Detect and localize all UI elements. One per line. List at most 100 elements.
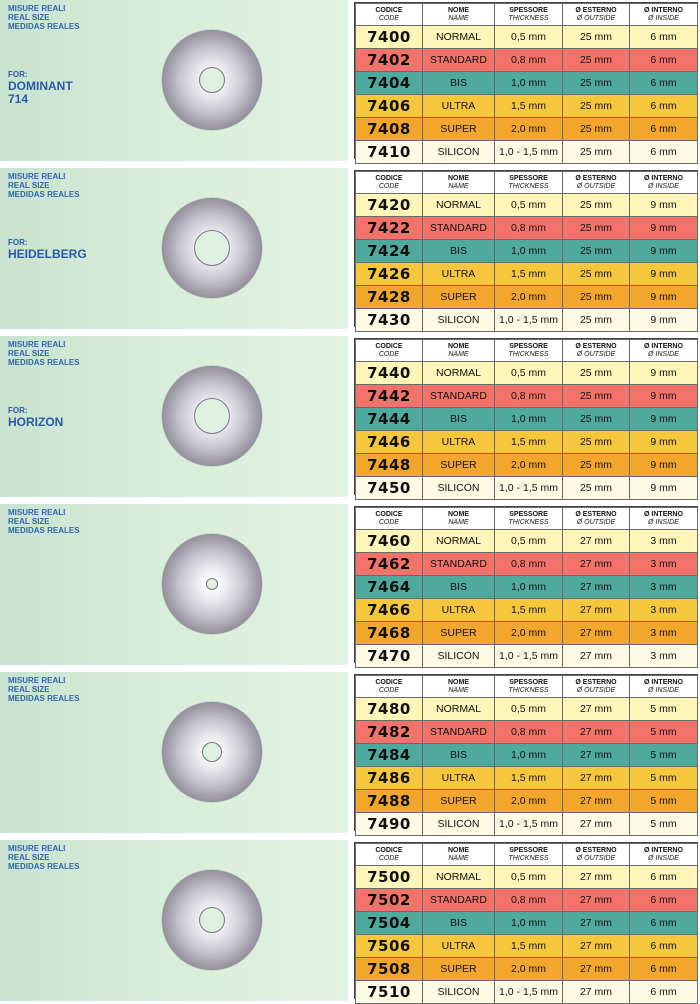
- table-row: 7508 SUPER 2,0 mm 27 mm 6 mm: [355, 957, 698, 981]
- outside-diameter: 25 mm: [562, 308, 630, 332]
- column-header: NOME NAME: [422, 507, 495, 530]
- inside-diameter: 9 mm: [629, 476, 698, 500]
- outside-diameter: 27 mm: [562, 743, 630, 767]
- outside-diameter: 25 mm: [562, 94, 630, 118]
- column-header: NOME NAME: [422, 3, 495, 26]
- product-code: 7402: [355, 48, 423, 72]
- column-header-translation: Ø INSIDE: [648, 854, 679, 862]
- inside-diameter: 6 mm: [629, 865, 698, 889]
- real-size-panel: MISURE REALI REAL SIZE MEDIDAS REALES: [0, 504, 348, 665]
- product-name: SUPER: [422, 453, 495, 477]
- column-header-translation: Ø INSIDE: [648, 14, 679, 22]
- column-header-translation: THICKNESS: [508, 182, 549, 190]
- column-header: Ø ESTERNO Ø OUTSIDE: [562, 843, 630, 866]
- machine-label: FOR: HORIZON: [8, 406, 63, 429]
- product-name: SUPER: [422, 285, 495, 309]
- column-header-label: NOME: [448, 510, 469, 518]
- inside-diameter: 6 mm: [629, 911, 698, 935]
- disc-center-hole: [194, 398, 230, 434]
- column-header: NOME NAME: [422, 171, 495, 194]
- product-name: SUPER: [422, 789, 495, 813]
- column-header: Ø ESTERNO Ø OUTSIDE: [562, 675, 630, 698]
- table-row: 7430 SILICON 1,0 - 1,5 mm 25 mm 9 mm: [355, 308, 698, 332]
- real-size-label: MEDIDAS REALES: [8, 22, 80, 31]
- spec-table: CODICE CODE NOME NAME SPESSORE THICKNESS Ø EST…: [355, 507, 698, 668]
- product-name: ULTRA: [422, 934, 495, 958]
- real-size-panel: MISURE REALI REAL SIZE MEDIDAS REALES FOR: H…: [0, 336, 348, 497]
- real-size-label: MISURE REALI: [8, 676, 66, 685]
- product-code: 7510: [355, 980, 423, 1004]
- real-size-label: REAL SIZE: [8, 685, 50, 694]
- thickness-value: 0,5 mm: [494, 697, 563, 721]
- real-size-panel: MISURE REALI REAL SIZE MEDIDAS REALES FOR: D…: [0, 0, 348, 161]
- thickness-value: 0,5 mm: [494, 529, 563, 553]
- product-code: 7500: [355, 865, 423, 889]
- product-code: 7462: [355, 552, 423, 576]
- product-code: 7410: [355, 140, 423, 164]
- product-name: STANDARD: [422, 216, 495, 240]
- column-header-translation: THICKNESS: [508, 686, 549, 694]
- product-name: SUPER: [422, 621, 495, 645]
- table-row: 7422 STANDARD 0,8 mm 25 mm 9 mm: [355, 216, 698, 240]
- column-header-translation: CODE: [378, 518, 400, 526]
- product-name: NORMAL: [422, 193, 495, 217]
- table-row: 7486 ULTRA 1,5 mm 27 mm 5 mm: [355, 766, 698, 790]
- table-header-row: CODICE CODE NOME NAME SPESSORE THICKNESS Ø EST…: [355, 339, 698, 362]
- column-header-translation: NAME: [448, 686, 469, 694]
- product-section-horizon: MISURE REALI REAL SIZE MEDIDAS REALES FOR: H…: [0, 336, 700, 500]
- column-header: SPESSORE THICKNESS: [494, 171, 563, 194]
- outside-diameter: 27 mm: [562, 789, 630, 813]
- machine-name: DOMINANT 714: [8, 79, 73, 106]
- column-header-translation: NAME: [448, 518, 469, 526]
- real-size-label: MEDIDAS REALES: [8, 526, 80, 535]
- column-header-label: CODICE: [375, 846, 403, 854]
- inside-diameter: 9 mm: [629, 453, 698, 477]
- product-code: 7464: [355, 575, 423, 599]
- product-name: ULTRA: [422, 430, 495, 454]
- column-header-translation: NAME: [448, 350, 469, 358]
- outside-diameter: 27 mm: [562, 766, 630, 790]
- column-header-label: CODICE: [375, 342, 403, 350]
- product-code: 7440: [355, 361, 423, 385]
- product-name: BIS: [422, 407, 495, 431]
- inside-diameter: 9 mm: [629, 216, 698, 240]
- real-size-label: MEDIDAS REALES: [8, 358, 80, 367]
- product-code: 7482: [355, 720, 423, 744]
- inside-diameter: 6 mm: [629, 957, 698, 981]
- product-code: 7444: [355, 407, 423, 431]
- product-section-outside-27-inside-3: MISURE REALI REAL SIZE MEDIDAS REALES CODIC…: [0, 504, 700, 668]
- real-size-panel: MISURE REALI REAL SIZE MEDIDAS REALES FOR: H…: [0, 168, 348, 329]
- outside-diameter: 25 mm: [562, 407, 630, 431]
- column-header: CODICE CODE: [355, 3, 423, 26]
- real-size-label: MISURE REALI: [8, 340, 66, 349]
- column-header-translation: Ø OUTSIDE: [576, 854, 616, 862]
- column-header-label: Ø INTERNO: [644, 6, 683, 14]
- product-name: BIS: [422, 575, 495, 599]
- inside-diameter: 9 mm: [629, 384, 698, 408]
- outside-diameter: 27 mm: [562, 980, 630, 1004]
- column-header-translation: NAME: [448, 14, 469, 22]
- product-code: 7424: [355, 239, 423, 263]
- table-row: 7504 BIS 1,0 mm 27 mm 6 mm: [355, 911, 698, 935]
- product-code: 7470: [355, 644, 423, 668]
- table-header-row: CODICE CODE NOME NAME SPESSORE THICKNESS Ø EST…: [355, 675, 698, 698]
- column-header: Ø INTERNO Ø INSIDE: [629, 339, 698, 362]
- real-size-label: MISURE REALI: [8, 172, 66, 181]
- machine-label: FOR: HEIDELBERG: [8, 238, 87, 261]
- outside-diameter: 27 mm: [562, 697, 630, 721]
- product-code: 7420: [355, 193, 423, 217]
- column-header-translation: Ø OUTSIDE: [576, 686, 616, 694]
- real-size-label: MEDIDAS REALES: [8, 694, 80, 703]
- outside-diameter: 25 mm: [562, 476, 630, 500]
- spec-table-frame: CODICE CODE NOME NAME SPESSORE THICKNESS Ø EST…: [354, 338, 698, 500]
- product-code: 7442: [355, 384, 423, 408]
- product-code: 7406: [355, 94, 423, 118]
- column-header-translation: THICKNESS: [508, 854, 549, 862]
- real-size-caption: MISURE REALI REAL SIZE MEDIDAS REALES: [8, 172, 80, 199]
- thickness-value: 0,8 mm: [494, 216, 563, 240]
- column-header: SPESSORE THICKNESS: [494, 339, 563, 362]
- column-header-translation: Ø OUTSIDE: [576, 350, 616, 358]
- product-section-heidelberg: MISURE REALI REAL SIZE MEDIDAS REALES FOR: H…: [0, 168, 700, 332]
- column-header: Ø INTERNO Ø INSIDE: [629, 675, 698, 698]
- real-size-label: REAL SIZE: [8, 13, 50, 22]
